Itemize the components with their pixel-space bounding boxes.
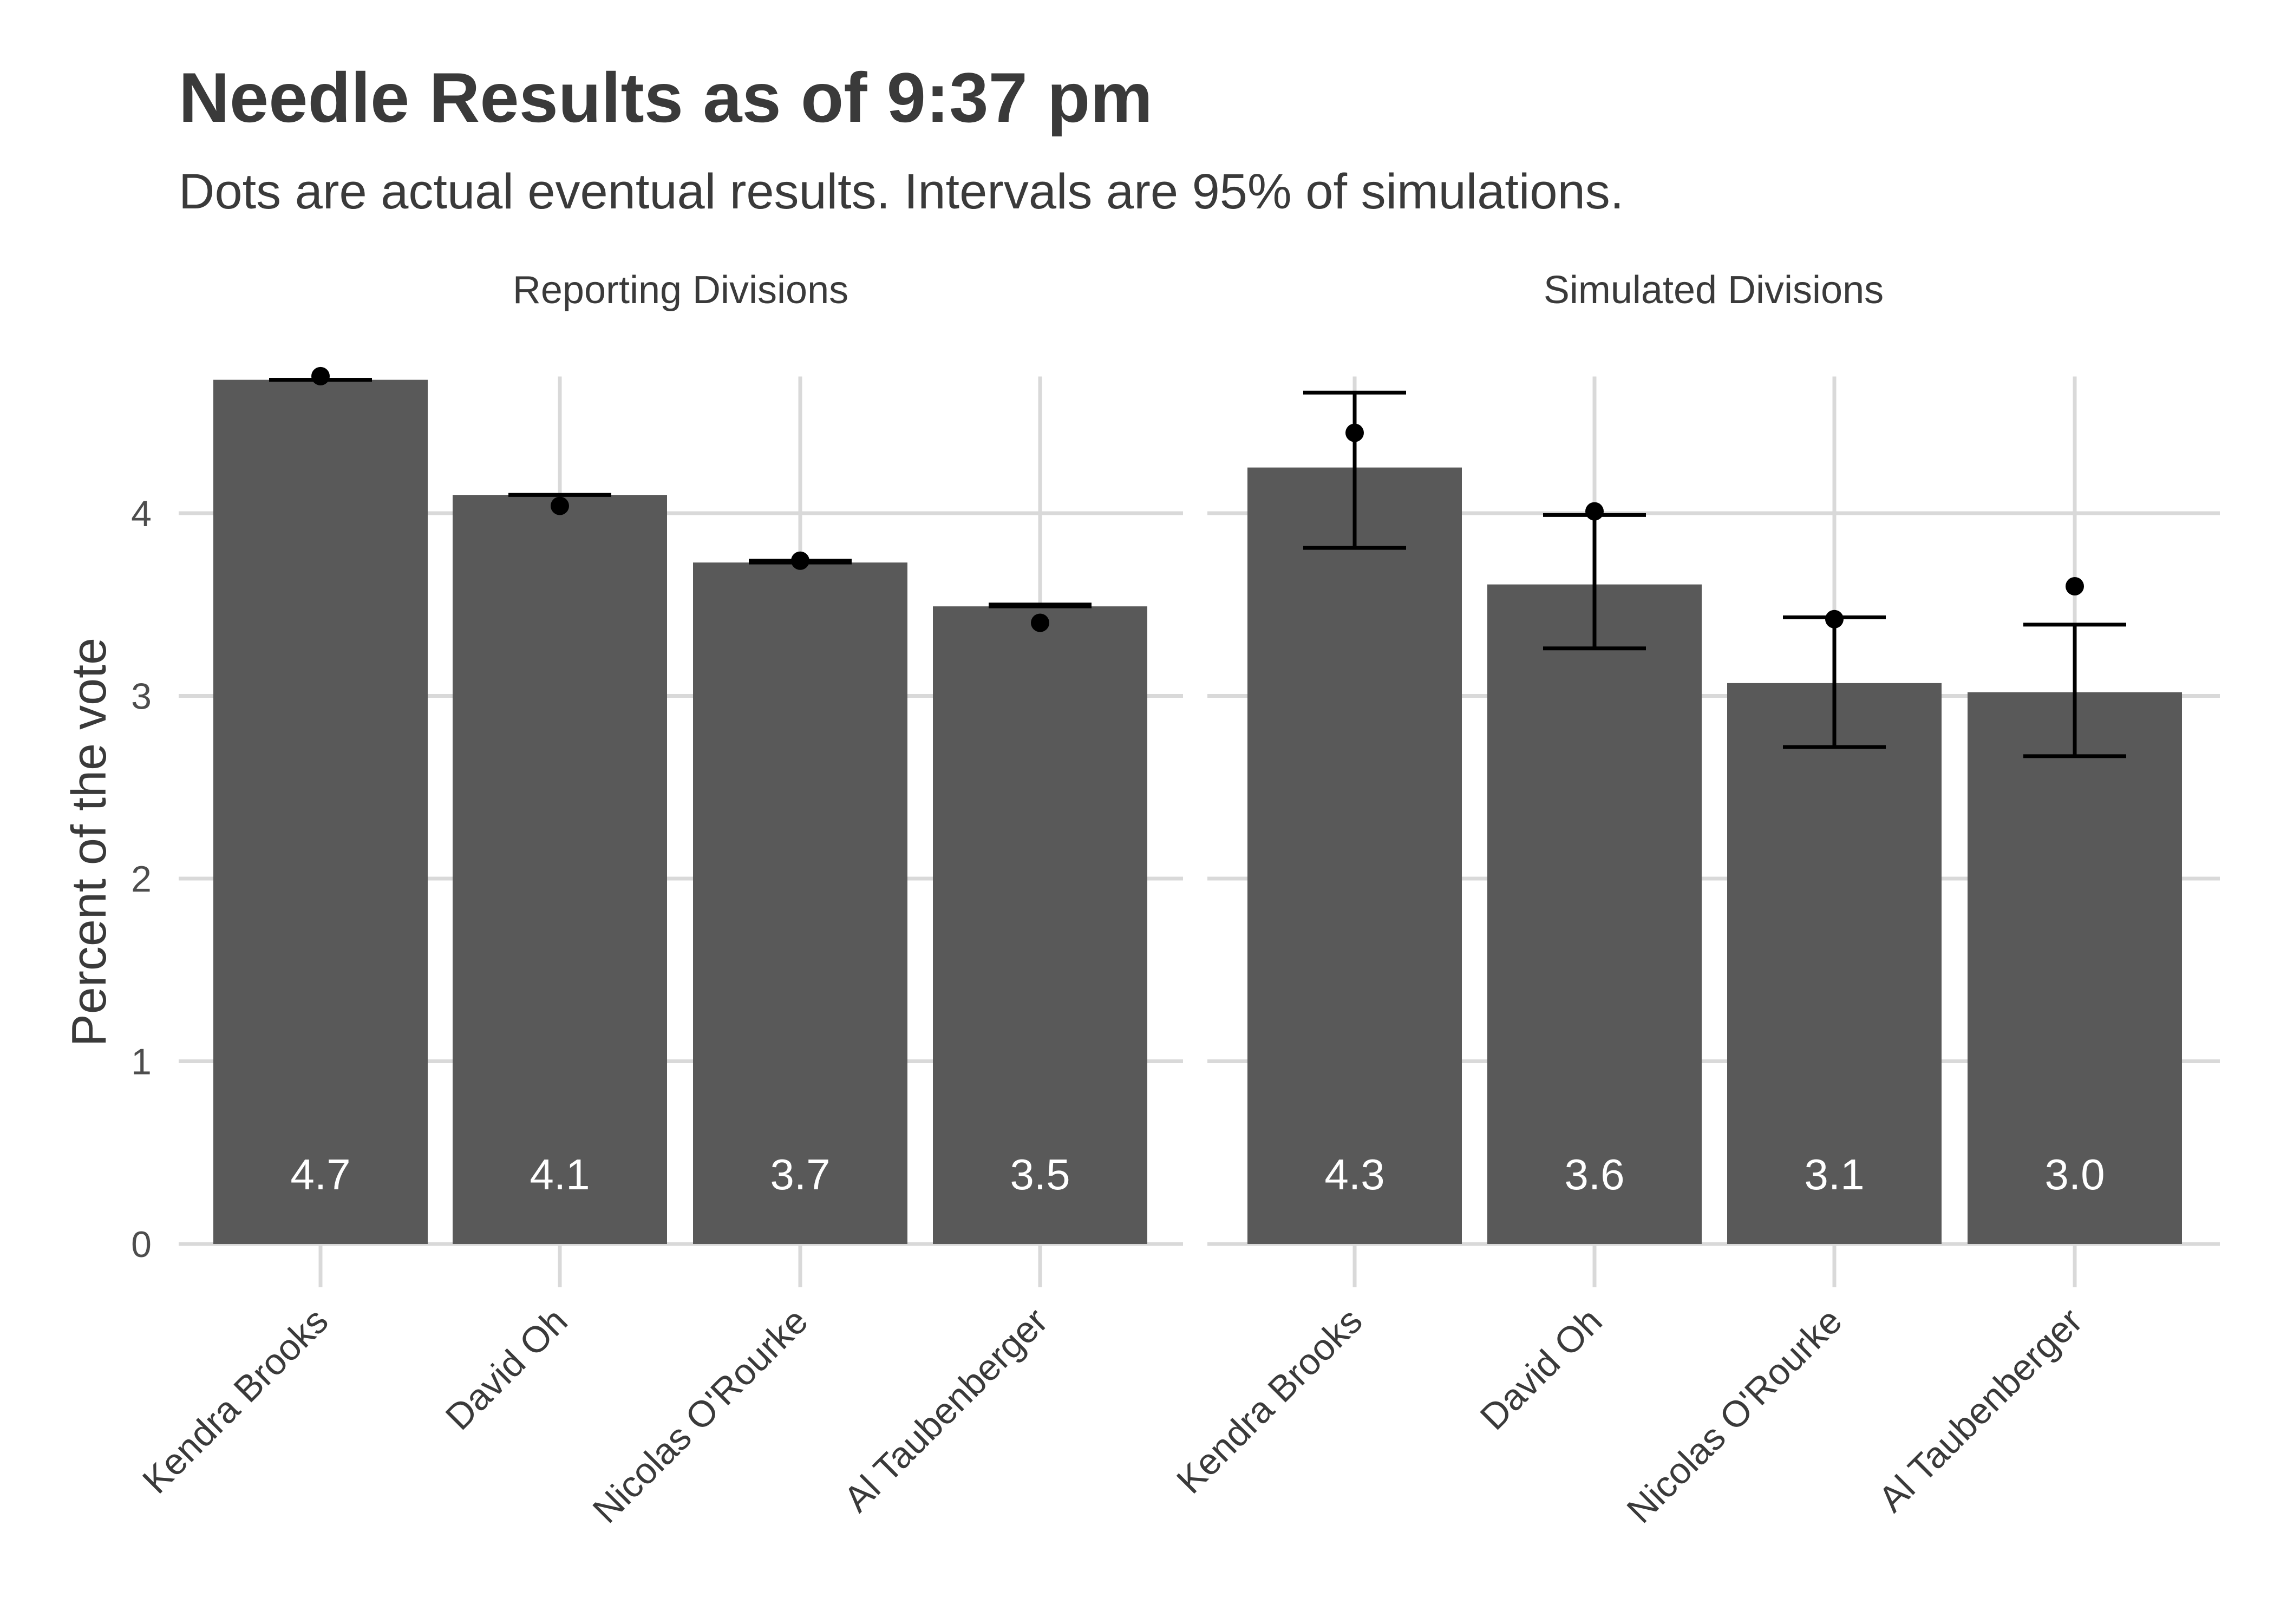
bar-value-label: 4.1 [530,1150,590,1199]
bar-value-label: 3.5 [1010,1150,1070,1199]
chart-title: Needle Results as of 9:37 pm [179,58,1153,137]
x-tick-label: Nicolas O'Rourke [1619,1300,1850,1531]
actual-result-dot [2066,577,2084,595]
actual-result-dot [791,551,809,570]
actual-result-dot [1031,613,1049,632]
actual-result-dot [1825,610,1844,628]
x-tick-label: Al Taubenberger [1871,1300,2090,1520]
y-tick-label: 4 [131,493,152,534]
facet-label: Simulated Divisions [1544,269,1884,312]
x-tick-label: Nicolas O'Rourke [585,1300,815,1531]
actual-result-dot [1585,502,1604,521]
bar-value-label: 4.3 [1324,1150,1384,1199]
facet-label: Reporting Divisions [513,269,848,312]
actual-result-dot [311,366,330,385]
x-tick-label: David Oh [1472,1300,1610,1438]
y-tick-label: 0 [131,1224,152,1265]
bar [1247,467,1462,1244]
bar [933,606,1147,1244]
x-tick-label: Kendra Brooks [1169,1300,1370,1502]
actual-result-dot [551,496,569,515]
bar [693,562,907,1244]
bar [1727,683,1942,1244]
bar-value-label: 3.7 [770,1150,830,1199]
bar [213,379,428,1244]
y-tick-label: 2 [131,859,152,900]
bar [453,495,667,1244]
bar [1968,692,2182,1244]
bar-value-label: 3.1 [1804,1150,1864,1199]
x-tick-label: David Oh [437,1300,575,1438]
chart-subtitle: Dots are actual eventual results. Interv… [179,164,1624,219]
actual-result-dot [1345,423,1364,442]
plot-area: Percent of the vote 0 1 2 3 4 Reporting Divisi… [62,269,2220,1531]
y-tick-label: 1 [131,1042,152,1083]
y-axis-title: Percent of the vote [62,638,116,1046]
bar-value-label: 4.7 [290,1150,350,1199]
bar-value-label: 3.0 [2044,1150,2105,1199]
y-tick-label: 3 [131,676,152,717]
x-tick-label: Al Taubenberger [836,1300,1056,1520]
x-tick-label: Kendra Brooks [135,1300,336,1502]
bar-value-label: 3.6 [1564,1150,1624,1199]
bar [1487,584,1702,1244]
